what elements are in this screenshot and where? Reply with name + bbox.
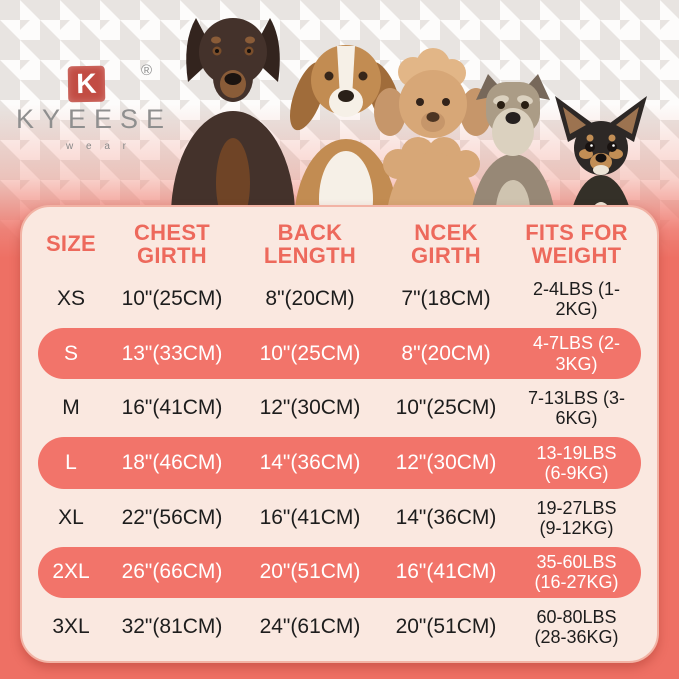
header-cell-fits-for-weight: FITS FOR WEIGHT xyxy=(525,219,628,268)
dog-beagle xyxy=(289,45,403,206)
cell-neck: 7"(18CM) xyxy=(401,286,491,310)
cell-chest: 13"(33CM) xyxy=(121,341,223,365)
dog-doberman xyxy=(171,18,295,206)
table-header-row: SIZE CHEST GIRTH BACK LENGTH NCEK GIRTH … xyxy=(38,215,641,273)
cell-chest: 18"(46CM) xyxy=(121,451,223,475)
cell-chest: 22"(56CM) xyxy=(121,505,223,529)
cell-chest: 16"(41CM) xyxy=(121,396,223,420)
table-row-3xl: 3XL 32"(81CM) 24"(61CM) 20"(51CM) 60-80L… xyxy=(38,601,641,653)
cell-weight: 2-4LBS (1-2KG) xyxy=(532,278,621,319)
cell-neck: 12"(30CM) xyxy=(395,451,497,475)
dogs-photo-strip xyxy=(171,18,647,206)
cell-weight: 60-80LBS (28-36KG) xyxy=(534,607,619,648)
cell-weight: 13-19LBS (6-9KG) xyxy=(536,442,617,484)
cell-neck: 16"(41CM) xyxy=(395,560,497,584)
header-cell-chest-girth: CHEST GIRTH xyxy=(133,219,211,268)
cell-size: 2XL xyxy=(52,560,90,584)
cell-back: 8"(20CM) xyxy=(265,286,355,310)
registered-trademark: ® xyxy=(141,62,153,79)
header-cell-neck-girth: NCEK GIRTH xyxy=(411,219,481,268)
table-row-l-highlighted: L 18"(46CM) 14"(36CM) 12"(30CM) 13-19LBS… xyxy=(38,437,641,489)
header-cell-size: SIZE xyxy=(45,231,97,257)
cell-back: 10"(25CM) xyxy=(259,341,361,365)
brand-tagline: w e a r xyxy=(66,141,132,152)
cell-size: XL xyxy=(58,505,84,529)
cell-neck: 10"(25CM) xyxy=(395,396,497,420)
cell-neck: 20"(51CM) xyxy=(395,615,497,639)
brand-logo: K ® KYEESE w e a r xyxy=(14,62,174,162)
cell-size: L xyxy=(65,451,77,475)
cell-weight: 35-60LBS (16-27KG) xyxy=(534,552,619,593)
cell-size: XS xyxy=(56,286,85,310)
cell-size: 3XL xyxy=(52,615,90,639)
cell-back: 14"(36CM) xyxy=(259,451,361,475)
cell-size: S xyxy=(63,341,78,365)
dog-poodle xyxy=(374,48,492,206)
cell-chest: 26"(66CM) xyxy=(121,560,223,584)
table-row-2xl-highlighted: 2XL 26"(66CM) 20"(51CM) 16"(41CM) 35-60L… xyxy=(38,546,641,599)
cell-neck: 14"(36CM) xyxy=(395,505,497,529)
cell-back: 12"(30CM) xyxy=(259,396,361,420)
header-cell-back-length: BACK LENGTH xyxy=(263,219,357,268)
cell-chest: 10"(25CM) xyxy=(121,286,223,310)
cell-weight: 19-27LBS (9-12KG) xyxy=(536,497,617,538)
size-table-card: SIZE CHEST GIRTH BACK LENGTH NCEK GIRTH … xyxy=(20,205,659,663)
cell-back: 16"(41CM) xyxy=(259,505,361,529)
dog-schnauzer xyxy=(472,74,554,206)
logo-letter: K xyxy=(76,67,97,100)
cell-weight: 4-7LBS (2-3KG) xyxy=(532,333,621,374)
cell-back: 20"(51CM) xyxy=(259,560,361,584)
cell-weight: 7-13LBS (3-6KG) xyxy=(527,388,626,429)
cell-back: 24"(61CM) xyxy=(259,615,361,639)
cell-chest: 32"(81CM) xyxy=(121,615,223,639)
dog-chihuahua xyxy=(555,96,647,206)
table-row-xs: XS 10"(25CM) 8"(20CM) 7"(18CM) 2-4LBS (1… xyxy=(38,273,641,325)
table-row-xl: XL 22"(56CM) 16"(41CM) 14"(36CM) 19-27LB… xyxy=(38,492,641,544)
brand-name: KYEESE xyxy=(16,104,173,134)
table-row-s-highlighted: S 13"(33CM) 10"(25CM) 8"(20CM) 4-7LBS (2… xyxy=(38,327,641,380)
table-row-m: M 16"(41CM) 12"(30CM) 10"(25CM) 7-13LBS … xyxy=(38,382,641,434)
cell-size: M xyxy=(62,396,80,420)
cell-neck: 8"(20CM) xyxy=(401,341,491,365)
logo-k-badge: K xyxy=(67,65,106,103)
